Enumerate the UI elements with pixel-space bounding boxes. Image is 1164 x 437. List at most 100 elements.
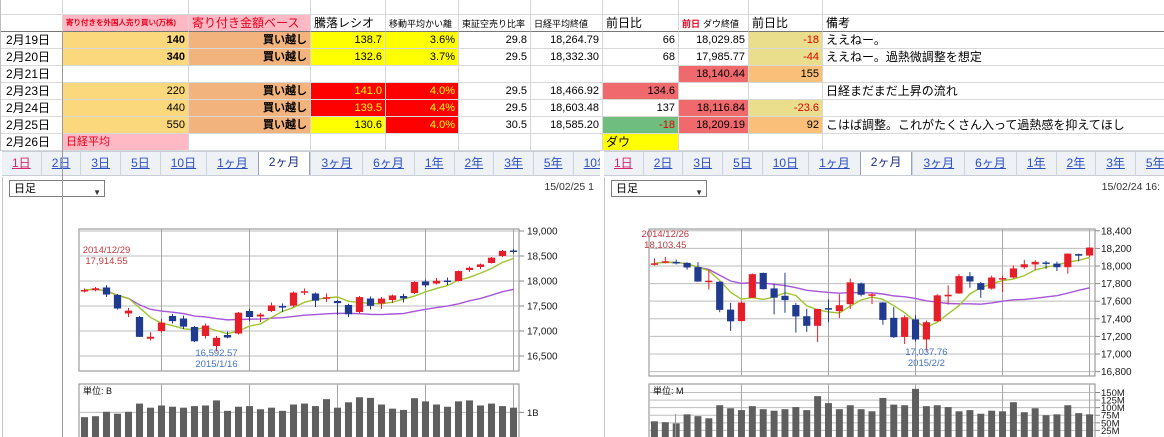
cell-ratio[interactable] [311,134,386,151]
cell-date[interactable]: 2月24日 [1,100,63,117]
cell-basis[interactable] [189,66,311,83]
tab-3ヶ月[interactable]: 3ヶ月 [310,152,362,175]
cell-short[interactable]: 29.5 [459,49,531,66]
cell-dow[interactable]: 18,029.85 [679,32,749,49]
column-header-short[interactable]: 東証空売り比率 [459,15,531,32]
tab-3年[interactable]: 3年 [1095,152,1135,175]
tab-6ヶ月[interactable]: 6ヶ月 [964,152,1016,175]
cell-nikkei[interactable] [531,66,603,83]
cell-kairi[interactable] [386,134,459,151]
cell-date[interactable]: 2月25日 [1,117,63,134]
cell-blank[interactable] [311,0,386,15]
tab-10日[interactable]: 10日 [159,152,206,175]
cell-kairi[interactable]: 4.0% [386,83,459,100]
timeframe-select[interactable]: 日足 ▼ [611,180,707,197]
cell-blank[interactable] [531,0,603,15]
cell-foreign[interactable]: 日経平均 [63,134,189,151]
cell-diff1[interactable]: 134.6 [603,83,679,100]
cell-foreign[interactable]: 140 [63,32,189,49]
column-header-ratio[interactable]: 騰落レシオ [311,15,386,32]
cell-ratio[interactable]: 138.7 [311,32,386,49]
cell-dow[interactable] [679,134,749,151]
cell-blank[interactable] [749,0,823,15]
cell-basis[interactable]: 買い越し [189,32,311,49]
cell-nikkei[interactable]: 18,603.48 [531,100,603,117]
tab-1ヶ月[interactable]: 1ヶ月 [808,152,860,175]
cell-blank[interactable] [679,0,749,15]
column-header-foreign[interactable]: 寄り付きを外国人売り買い(万株) [63,15,189,32]
tab-10日[interactable]: 10日 [761,152,808,175]
tab-2日[interactable]: 2日 [642,152,683,175]
tab-2年[interactable]: 2年 [1055,152,1096,175]
cell-basis[interactable]: 買い越し [189,100,311,117]
cell-blank[interactable] [459,0,531,15]
cell-diff2[interactable] [749,134,823,151]
cell-diff2[interactable] [749,83,823,100]
cell-dow[interactable]: 18,116.84 [679,100,749,117]
cell-remark[interactable]: ええねー。 [823,32,1164,49]
cell-date[interactable]: 2月19日 [1,32,63,49]
cell-foreign[interactable]: 550 [63,117,189,134]
tab-5日[interactable]: 5日 [120,152,160,175]
cell-ratio[interactable]: 130.6 [311,117,386,134]
cell-remark[interactable] [823,66,1164,83]
cell-date[interactable]: 2月23日 [1,83,63,100]
cell-dow[interactable]: 18,209.19 [679,117,749,134]
cell-short[interactable] [459,66,531,83]
cell-kairi[interactable]: 4.0% [386,117,459,134]
cell-foreign[interactable]: 340 [63,49,189,66]
cell-nikkei[interactable]: 18,585.20 [531,117,603,134]
cell-ratio[interactable]: 141.0 [311,83,386,100]
cell-blank[interactable] [386,0,459,15]
cell-remark[interactable]: ええねー。過熱微調整を想定 [823,49,1164,66]
tab-2年[interactable]: 2年 [453,152,494,175]
cell-date[interactable]: 2月20日 [1,49,63,66]
tab-1日[interactable]: 1日 [12,156,31,170]
cell-nikkei[interactable]: 18,332.30 [531,49,603,66]
cell-dow[interactable] [679,83,749,100]
cell-diff1[interactable]: 137 [603,100,679,117]
column-header-basis[interactable]: 寄り付き金額ベース [189,15,311,32]
cell-diff1[interactable]: 66 [603,32,679,49]
column-header-diff2[interactable]: 前日比 [749,15,823,32]
cell-remark[interactable] [823,100,1164,117]
tab-2ヶ月[interactable]: 2ヶ月 [859,152,913,175]
tab-5年[interactable]: 5年 [532,152,573,175]
cell-short[interactable]: 29.5 [459,83,531,100]
tab-1ヶ月[interactable]: 1ヶ月 [206,152,258,175]
timeframe-select[interactable]: 日足 ▼ [9,180,105,197]
cell-date[interactable]: 2月21日 [1,66,63,83]
cell-short[interactable]: 29.5 [459,100,531,117]
tab-6ヶ月[interactable]: 6ヶ月 [362,152,414,175]
tab-10年[interactable]: 10年 [572,152,600,175]
cell-nikkei[interactable]: 18,264.79 [531,32,603,49]
cell-diff2[interactable]: -18 [749,32,823,49]
cell-diff1[interactable] [603,66,679,83]
cell-blank[interactable] [603,0,679,15]
cell-date[interactable]: 2月26日 [1,134,63,151]
cell-short[interactable]: 30.5 [459,117,531,134]
cell-diff2[interactable]: 155 [749,66,823,83]
cell-basis[interactable]: 買い越し [189,83,311,100]
tab-5年[interactable]: 5年 [1134,152,1164,175]
cell-blank[interactable] [63,0,189,15]
cell-nikkei[interactable] [531,134,603,151]
cell-foreign[interactable]: 220 [63,83,189,100]
cell-short[interactable] [459,134,531,151]
column-header-kairi[interactable]: 移動平均かい離 [386,15,459,32]
tab-5日[interactable]: 5日 [722,152,762,175]
cell-diff1[interactable]: -18 [603,117,679,134]
tab-2ヶ月[interactable]: 2ヶ月 [257,152,311,175]
cell-dow[interactable]: 17,985.77 [679,49,749,66]
cell-short[interactable]: 29.8 [459,32,531,49]
cell-kairi[interactable]: 3.7% [386,49,459,66]
cell-diff2[interactable]: -23.6 [749,100,823,117]
tab-1日[interactable]: 1日 [614,156,633,170]
cell-ratio[interactable]: 132.6 [311,49,386,66]
cell-kairi[interactable]: 4.4% [386,100,459,117]
column-header-remark[interactable]: 備考 [823,15,1164,32]
cell-basis[interactable] [189,134,311,151]
cell-blank[interactable] [1,0,63,15]
cell-ratio[interactable] [311,66,386,83]
cell-remark[interactable] [823,134,1164,151]
